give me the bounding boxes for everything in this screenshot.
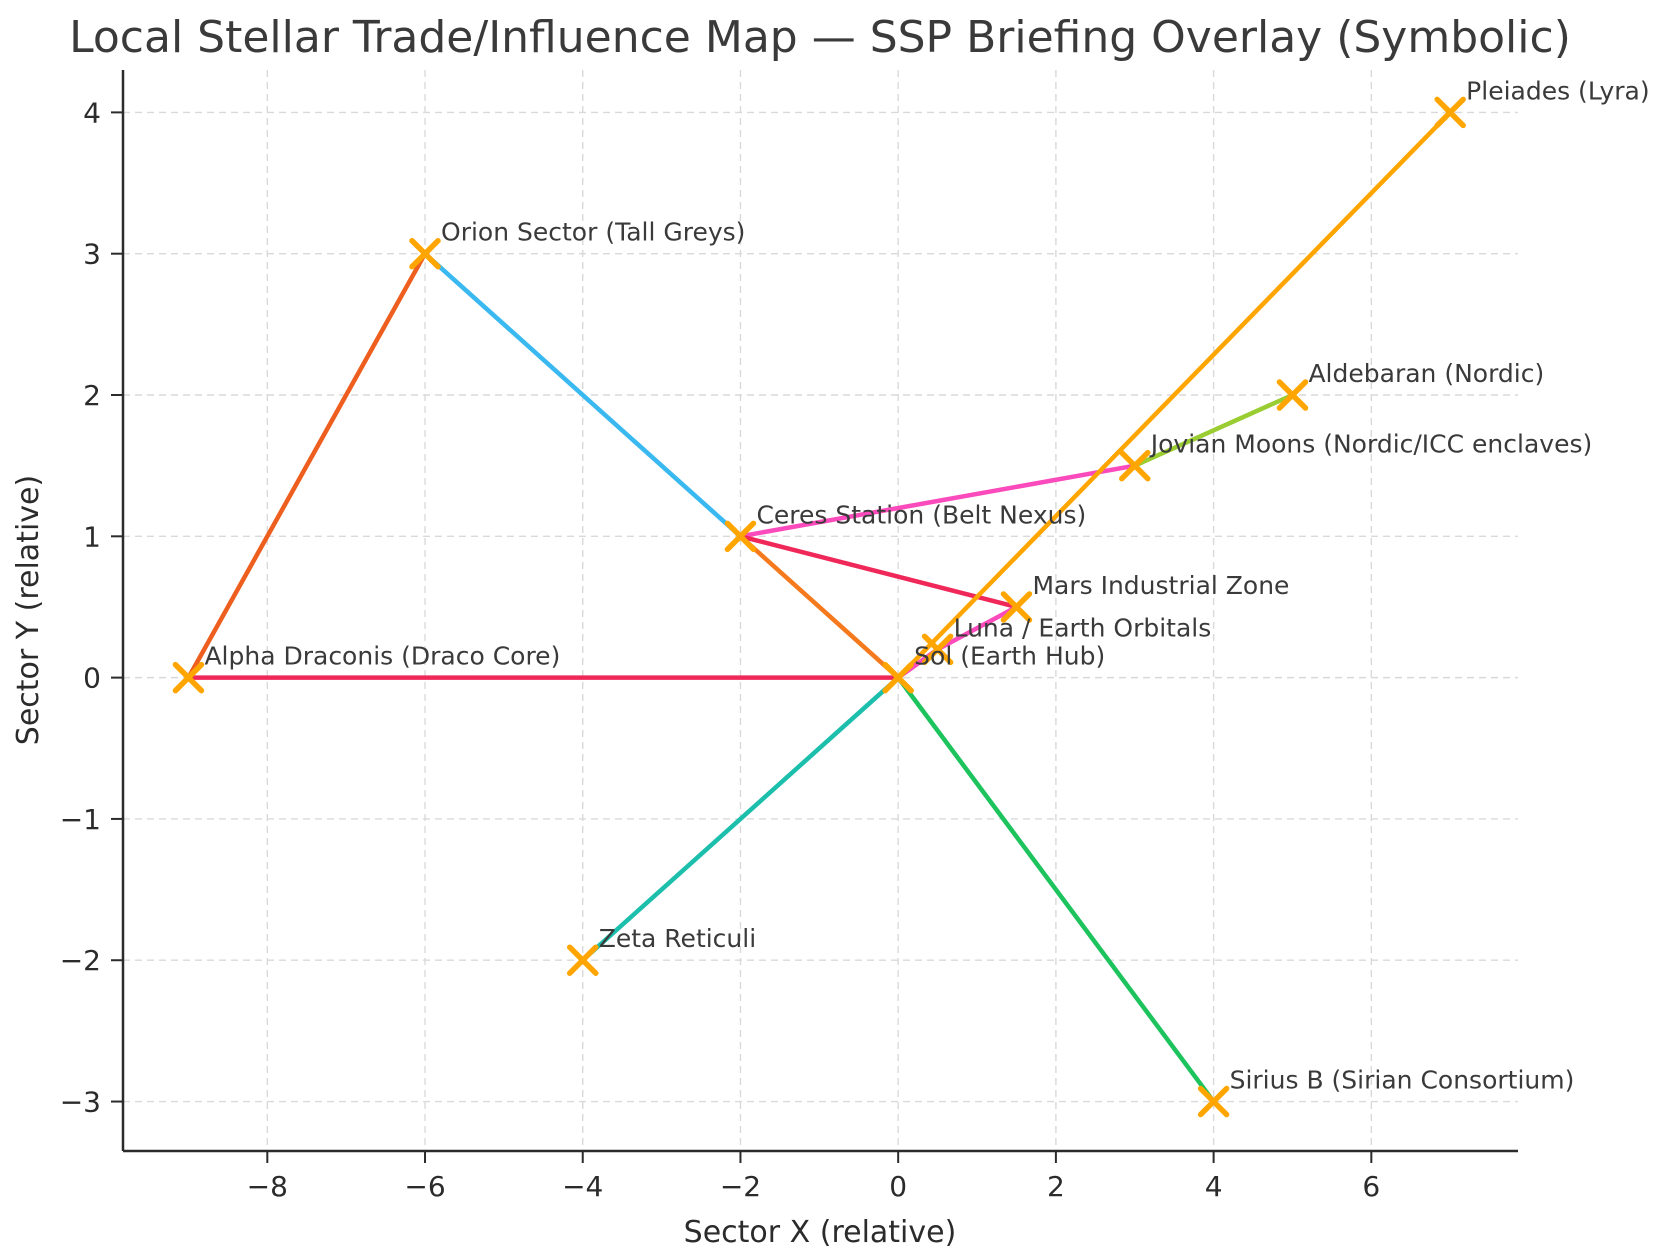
node-label: Jovian Moons (Nordic/ICC enclaves) [1149,430,1593,459]
x-tick-label: −4 [562,1170,603,1203]
y-tick-label: 4 [83,96,101,129]
node-label: Sol (Earth Hub) [914,642,1105,671]
x-tick-label: −2 [720,1170,761,1203]
trade-route-line [738,534,901,680]
node-marker-icon [1119,449,1151,482]
chart-title: Local Stellar Trade/Influence Map — SSP … [69,12,1571,63]
node-label: Zeta Reticuli [599,924,756,953]
label-layer: Sol (Earth Hub)Luna / Earth Orbitals Mars… [204,76,1649,1094]
trade-route-line [895,675,1216,1104]
node-marker-icon [409,237,441,270]
node-marker-icon [566,944,599,976]
node-marker-icon [724,520,757,553]
trade-route-line [186,251,428,680]
node-label: Sirius B (Sirian Consortium) [1230,1066,1575,1095]
trade-route-line [580,675,901,963]
axes-layer: −8 −6 −4 −2 0 2 4 6 −3 −2 −1 0 1 2 3 4 [60,70,1518,1203]
trade-route-line [1132,392,1295,468]
y-tick-label: 3 [83,238,101,271]
x-tick-label: −6 [404,1170,445,1203]
y-tick-label: 0 [83,662,101,695]
trade-route-line [738,534,1019,610]
node-label: Ceres Station (Belt Nexus) [756,500,1086,529]
node-label: Pleiades (Lyra) [1466,76,1649,105]
node-marker-icon [1276,379,1309,411]
node-marker-icon [921,633,954,666]
node-label: Aldebaran (Nordic) [1308,359,1544,388]
edge-layer [186,110,1453,1104]
y-axis-label: Sector Y (relative) [11,475,46,745]
x-axis-label: Sector X (relative) [684,1215,957,1250]
node-label: Orion Sector (Tall Greys) [441,218,745,247]
node-label: Alpha Draconis (Draco Core) [204,642,560,671]
node-marker-icon [882,661,914,694]
node-marker-icon [1197,1085,1230,1118]
node-marker-icon [172,661,205,694]
x-tick-label: 4 [1205,1170,1223,1203]
node-marker-icon [1434,96,1466,129]
x-tick-label: 0 [889,1170,907,1203]
trade-route-line [935,604,1019,652]
x-tick-label: 2 [1047,1170,1065,1203]
y-tick-label: −1 [60,803,101,836]
node-marker-icon [1000,591,1033,623]
y-tick-label: −2 [60,944,101,977]
node-label: Mars Industrial Zone [1032,571,1289,600]
x-tick-label: −8 [247,1170,288,1203]
trade-route-line [422,251,743,539]
y-tick-label: 2 [83,379,101,412]
node-label: Luna / Earth Orbitals [954,613,1212,642]
x-tick-label: 6 [1362,1170,1380,1203]
y-tick-label: −3 [60,1086,101,1119]
y-tick-label: 1 [83,520,101,553]
marker-layer [172,96,1466,1118]
trade-route-line [738,463,1137,539]
trade-route-line [895,110,1453,680]
